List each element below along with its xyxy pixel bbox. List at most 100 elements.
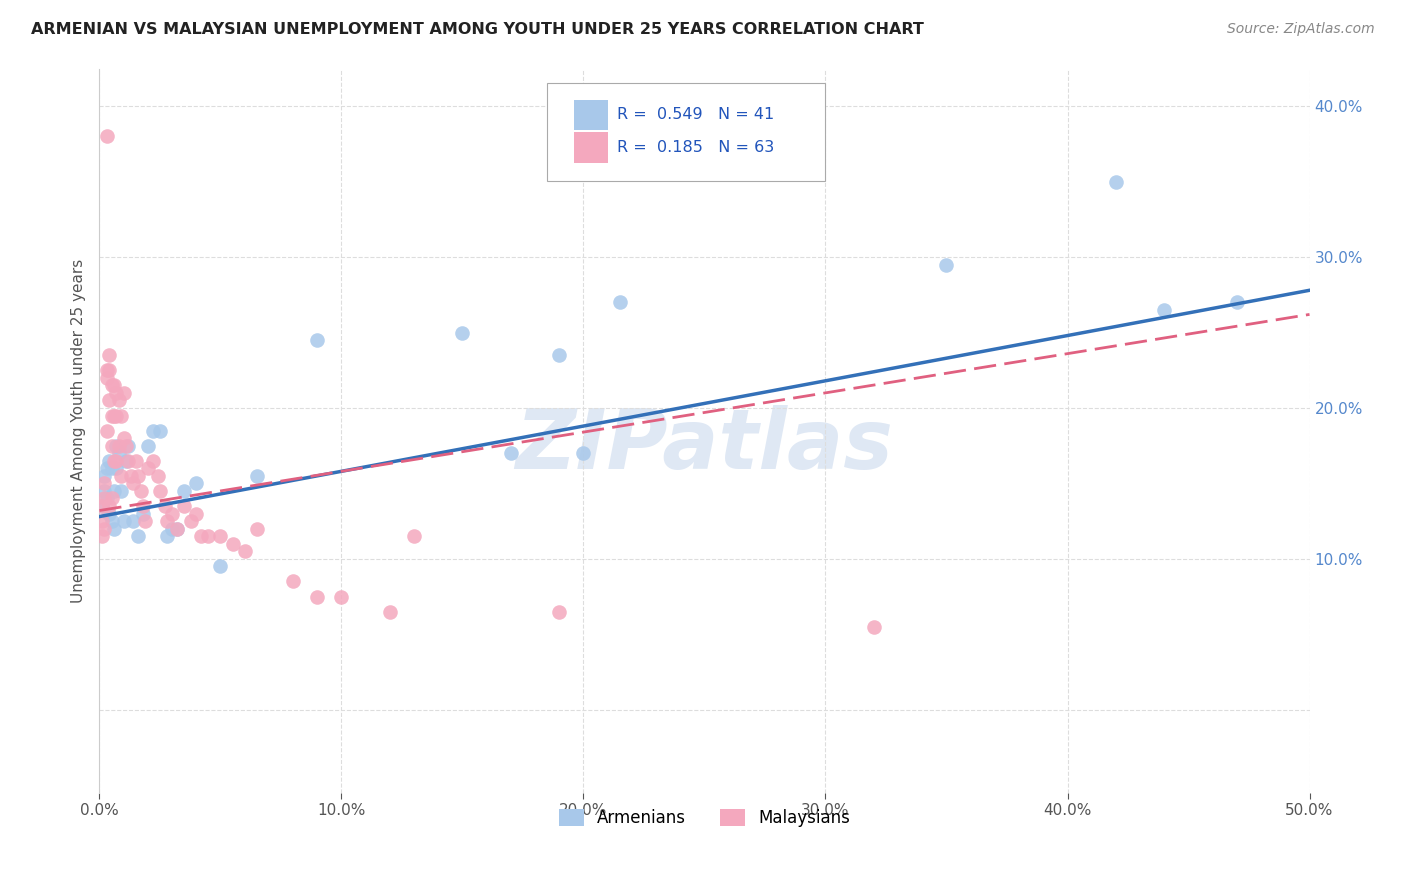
- Point: [107, 446, 129, 460]
- Point: [548, 605, 571, 619]
- Point: [166, 522, 188, 536]
- Point: [98, 507, 121, 521]
- Point: [149, 424, 172, 438]
- Text: ZIPatlas: ZIPatlas: [516, 405, 893, 485]
- Point: [103, 378, 125, 392]
- Point: [127, 468, 149, 483]
- Text: R =  0.549   N = 41: R = 0.549 N = 41: [617, 107, 775, 122]
- Point: [572, 446, 595, 460]
- Point: [98, 363, 121, 377]
- Point: [402, 529, 425, 543]
- Point: [93, 491, 115, 506]
- Point: [100, 491, 122, 506]
- Point: [112, 385, 135, 400]
- Point: [100, 514, 122, 528]
- Point: [112, 431, 135, 445]
- Point: [93, 483, 115, 498]
- Point: [142, 454, 165, 468]
- Point: [136, 461, 159, 475]
- Point: [100, 409, 122, 423]
- Point: [93, 522, 115, 536]
- Point: [935, 258, 957, 272]
- Point: [120, 468, 142, 483]
- Point: [1153, 302, 1175, 317]
- Point: [330, 590, 353, 604]
- Point: [90, 499, 112, 513]
- Point: [98, 348, 121, 362]
- Point: [125, 454, 148, 468]
- Point: [246, 522, 269, 536]
- Bar: [574, 100, 607, 130]
- Point: [132, 499, 155, 513]
- Point: [115, 439, 138, 453]
- Point: [132, 507, 155, 521]
- Point: [107, 393, 129, 408]
- Point: [96, 491, 118, 506]
- Point: [110, 468, 132, 483]
- Point: [863, 620, 886, 634]
- Point: [221, 537, 243, 551]
- Point: [190, 529, 212, 543]
- Y-axis label: Unemployment Among Youth under 25 years: Unemployment Among Youth under 25 years: [72, 259, 86, 603]
- Point: [105, 385, 128, 400]
- Point: [153, 499, 176, 513]
- Point: [129, 483, 152, 498]
- Point: [173, 499, 195, 513]
- Point: [98, 393, 121, 408]
- Point: [246, 468, 269, 483]
- Point: [233, 544, 256, 558]
- Point: [96, 424, 118, 438]
- Point: [307, 590, 329, 604]
- Point: [378, 605, 401, 619]
- Point: [122, 514, 145, 528]
- Text: ARMENIAN VS MALAYSIAN UNEMPLOYMENT AMONG YOUTH UNDER 25 YEARS CORRELATION CHART: ARMENIAN VS MALAYSIAN UNEMPLOYMENT AMONG…: [31, 22, 924, 37]
- Point: [1226, 295, 1249, 310]
- Point: [166, 522, 188, 536]
- Point: [112, 514, 135, 528]
- Point: [180, 514, 202, 528]
- Point: [160, 507, 183, 521]
- Point: [307, 333, 329, 347]
- Point: [100, 461, 122, 475]
- Point: [103, 454, 125, 468]
- Point: [1105, 175, 1128, 189]
- Point: [105, 461, 128, 475]
- Point: [156, 514, 179, 528]
- Point: [209, 559, 232, 574]
- Point: [499, 446, 522, 460]
- Point: [160, 522, 183, 536]
- Point: [136, 439, 159, 453]
- Point: [110, 409, 132, 423]
- Point: [100, 378, 122, 392]
- Point: [96, 461, 118, 475]
- Point: [90, 529, 112, 543]
- Point: [90, 514, 112, 528]
- Point: [103, 483, 125, 498]
- Legend: Armenians, Malaysians: Armenians, Malaysians: [551, 800, 858, 835]
- Point: [197, 529, 219, 543]
- FancyBboxPatch shape: [547, 83, 825, 181]
- Point: [103, 522, 125, 536]
- Point: [107, 439, 129, 453]
- Point: [105, 454, 128, 468]
- Point: [105, 439, 128, 453]
- Point: [93, 468, 115, 483]
- Point: [93, 476, 115, 491]
- Point: [96, 129, 118, 144]
- Point: [122, 476, 145, 491]
- Point: [98, 499, 121, 513]
- Point: [209, 529, 232, 543]
- Point: [186, 507, 208, 521]
- Point: [96, 363, 118, 377]
- Point: [149, 483, 172, 498]
- Point: [127, 529, 149, 543]
- Point: [548, 348, 571, 362]
- Text: R =  0.185   N = 63: R = 0.185 N = 63: [617, 140, 775, 155]
- Point: [609, 295, 631, 310]
- Point: [117, 439, 139, 453]
- Point: [281, 574, 304, 589]
- Point: [117, 454, 139, 468]
- Point: [96, 371, 118, 385]
- Point: [98, 454, 121, 468]
- Point: [173, 483, 195, 498]
